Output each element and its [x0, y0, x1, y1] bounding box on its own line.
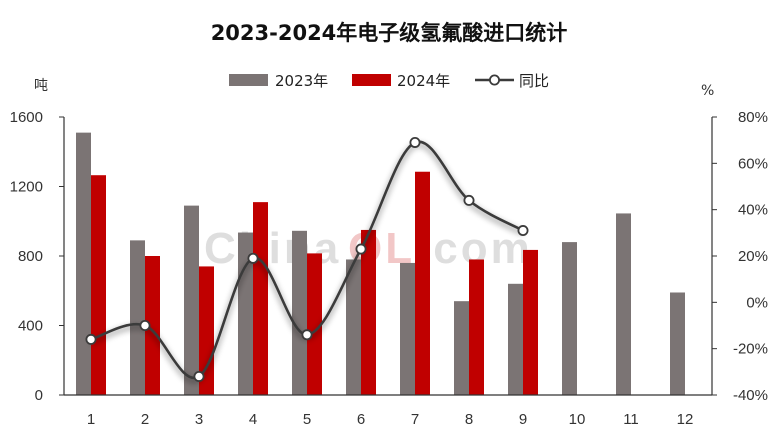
x-tick-label: 5 — [303, 411, 311, 428]
x-tick-label: 2 — [141, 411, 149, 428]
x-tick-label: 11 — [623, 411, 639, 428]
legend-swatch-2024 — [352, 74, 391, 86]
left-tick-label: 800 — [18, 248, 43, 265]
right-axis-unit: % — [701, 83, 714, 99]
bar-2023 — [508, 283, 523, 395]
legend-label-2023: 2023年 — [275, 72, 328, 90]
bar-2024 — [91, 175, 106, 395]
bar-2023 — [184, 205, 199, 395]
yoy-point — [139, 319, 151, 331]
bar-2023 — [400, 262, 415, 395]
x-tick-label: 10 — [569, 411, 586, 428]
bar-2023 — [454, 301, 469, 395]
legend-swatch-2023 — [229, 74, 268, 86]
right-tick-label: -20% — [733, 341, 768, 358]
bar-2024 — [199, 266, 214, 395]
legend-swatch-yoy-marker — [488, 74, 500, 86]
yoy-point — [247, 252, 259, 264]
yoy-point — [193, 370, 205, 382]
bar-2023 — [346, 259, 361, 395]
x-tick-label: 9 — [519, 411, 527, 428]
bar-2024 — [469, 259, 484, 395]
x-tick-label: 8 — [465, 411, 473, 428]
x-tick-label: 6 — [357, 411, 365, 428]
x-tick-label: 7 — [411, 411, 419, 428]
left-tick-label: 1200 — [10, 179, 43, 196]
x-tick-label: 12 — [677, 411, 694, 428]
bar-2023 — [76, 132, 91, 395]
chart-title: 2023-2024年电子级氢氟酸进口统计 — [211, 21, 568, 45]
legend: 2023年 2024年 同比 — [229, 72, 549, 90]
x-tick-label: 3 — [195, 411, 203, 428]
yoy-point — [355, 243, 367, 255]
bar-2023 — [562, 242, 577, 395]
left-tick-label: 0 — [35, 387, 43, 404]
bar-2024 — [415, 171, 430, 395]
yoy-point — [409, 136, 421, 148]
bar-2023 — [670, 292, 685, 395]
right-tick-label: 60% — [738, 155, 768, 172]
legend-label-2024: 2024年 — [397, 72, 450, 90]
right-tick-label: 20% — [738, 248, 768, 265]
bar-2023 — [130, 240, 145, 395]
yoy-point — [517, 225, 529, 237]
bar-2023 — [616, 213, 631, 395]
x-tick-label: 4 — [249, 411, 257, 428]
x-tick-label: 1 — [87, 411, 95, 428]
right-tick-label: -40% — [733, 387, 768, 404]
bar-2024 — [523, 249, 538, 395]
legend-label-yoy: 同比 — [519, 72, 549, 90]
yoy-point — [301, 329, 313, 341]
bars — [76, 132, 685, 395]
bar-2024 — [145, 256, 160, 395]
right-tick-label: 0% — [746, 294, 768, 311]
left-axis-unit: 吨 — [34, 78, 48, 94]
yoy-point — [463, 194, 475, 206]
bar-2024 — [307, 253, 322, 395]
bar-2023 — [292, 230, 307, 395]
right-tick-label: 40% — [738, 202, 768, 219]
yoy-point — [85, 333, 97, 345]
right-tick-label: 80% — [738, 109, 768, 126]
left-tick-label: 1600 — [10, 109, 43, 126]
bar-2024 — [253, 202, 268, 395]
left-tick-label: 400 — [18, 318, 43, 335]
yoy-line — [85, 136, 529, 382]
bar-2024 — [361, 229, 376, 395]
